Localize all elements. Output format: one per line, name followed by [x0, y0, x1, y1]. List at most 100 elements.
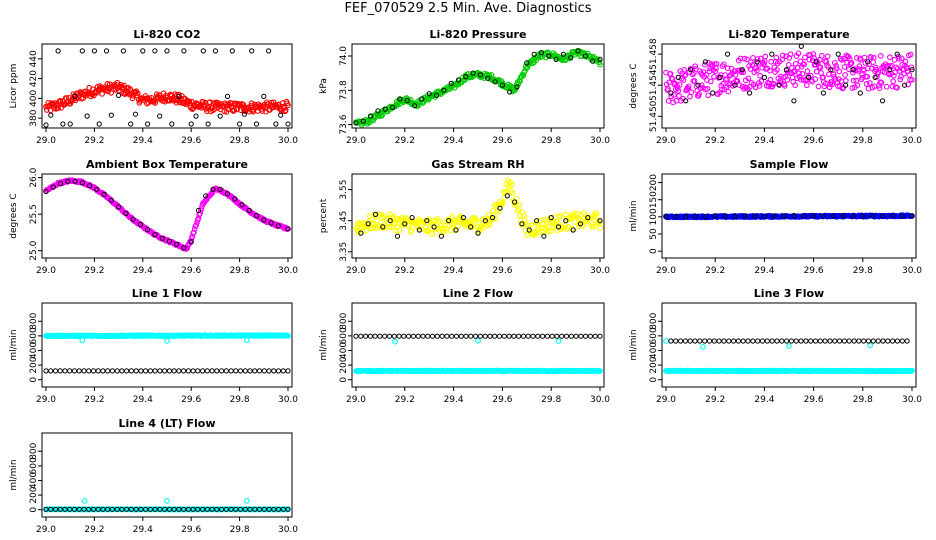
data-point: [590, 58, 596, 64]
data-point: [822, 338, 828, 344]
data-point: [698, 82, 705, 89]
data-point: [444, 333, 450, 339]
data-point: [95, 368, 101, 374]
data-point: [190, 368, 196, 374]
data-point: [511, 333, 517, 339]
data-point: [420, 333, 426, 339]
data-point: [499, 200, 505, 207]
data-point: [72, 178, 78, 184]
data-point: [57, 98, 64, 104]
x-tick-label: 30.0: [590, 266, 610, 276]
data-point: [549, 333, 555, 339]
chart-title: Li-820 Temperature: [728, 28, 849, 41]
plot-frame: [661, 173, 917, 259]
data-point: [506, 333, 512, 339]
data-point: [453, 227, 459, 233]
data-point: [681, 72, 688, 79]
data-point: [157, 368, 163, 374]
y-axis-label: ml/min: [319, 329, 329, 360]
data-point: [365, 221, 371, 227]
data-point: [582, 53, 589, 59]
data-point: [166, 97, 173, 104]
data-point: [573, 333, 579, 339]
data-point: [682, 338, 689, 344]
y-tick-label: 3.35: [339, 242, 349, 262]
data-point: [486, 221, 493, 228]
data-point: [692, 213, 699, 219]
data-point: [883, 83, 890, 90]
data-point: [460, 215, 466, 221]
data-point: [200, 48, 206, 54]
data-point: [665, 85, 671, 92]
data-point: [140, 48, 146, 54]
data-point: [678, 338, 684, 344]
data-point: [867, 342, 874, 349]
data-point: [214, 506, 220, 512]
x-tick-label: 29.6: [804, 395, 824, 405]
chart-panel-1: Li-820 CO2 29.0 29.2 29.4 29.6 29.8 30.0 380 400…: [9, 28, 298, 146]
data-point: [788, 338, 795, 344]
data-point: [674, 82, 680, 89]
data-point: [820, 213, 827, 219]
data-point: [711, 338, 717, 344]
data-point: [512, 199, 518, 205]
data-point: [682, 72, 689, 78]
data-point: [770, 81, 777, 87]
data-point: [793, 338, 799, 344]
data-point: [692, 338, 698, 344]
data-point: [166, 238, 172, 244]
data-point: [470, 70, 476, 76]
data-point: [806, 74, 812, 81]
data-point: [909, 213, 915, 219]
data-point: [802, 54, 808, 61]
x-tick-label: 30.0: [278, 136, 298, 146]
data-point: [685, 83, 692, 90]
y-tick-label: 380: [29, 109, 39, 126]
data-point: [441, 87, 447, 93]
data-point: [181, 245, 187, 251]
y-tick-label: 600: [29, 457, 39, 474]
data-point: [700, 343, 706, 350]
data-point: [390, 104, 396, 111]
primary-series: [43, 79, 291, 115]
y-tick-label: 51.450: [649, 100, 659, 132]
data-point: [81, 498, 88, 504]
data-point: [209, 506, 215, 512]
data-point: [732, 71, 739, 78]
data-point: [578, 333, 584, 339]
data-point: [143, 368, 149, 374]
data-point: [520, 333, 527, 339]
data-point: [517, 78, 523, 85]
data-point: [665, 98, 672, 104]
y-tick-label: 0: [29, 507, 39, 513]
data-point: [744, 56, 750, 63]
data-point: [242, 368, 248, 374]
data-point: [377, 219, 384, 225]
data-point: [285, 368, 291, 374]
data-point: [597, 56, 603, 63]
data-point: [702, 59, 709, 65]
y-tick-label: 73.8: [339, 80, 349, 100]
y-tick-label: 800: [29, 312, 39, 329]
data-point: [200, 506, 206, 512]
data-point: [57, 368, 63, 374]
data-point: [147, 368, 153, 374]
data-point: [597, 218, 603, 224]
data-point: [273, 121, 279, 127]
y-tick-label: 0: [29, 377, 39, 383]
data-point: [571, 219, 578, 225]
data-point: [745, 75, 752, 82]
x-tick-label: 29.8: [230, 266, 250, 276]
data-point: [433, 92, 440, 99]
data-point: [592, 333, 598, 339]
data-point: [191, 229, 197, 236]
data-point: [826, 71, 832, 78]
data-point: [415, 333, 421, 339]
x-tick-label: 30.0: [278, 395, 298, 405]
data-point: [401, 333, 407, 339]
data-point: [789, 74, 796, 81]
x-tick-label: 29.6: [181, 266, 201, 276]
data-point: [482, 333, 488, 339]
data-point: [166, 506, 172, 512]
data-point: [143, 506, 149, 512]
